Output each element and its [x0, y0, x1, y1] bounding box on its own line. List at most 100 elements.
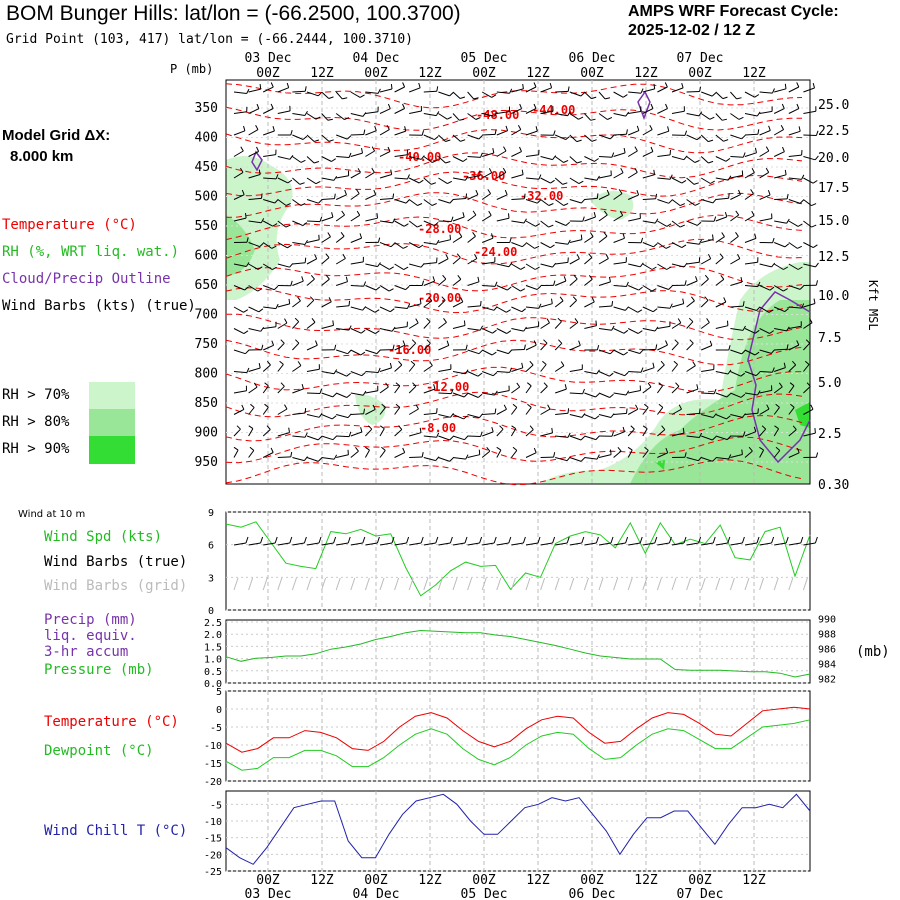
isotherm-label: -48.00 — [476, 108, 519, 122]
wind-barb-feather — [333, 454, 338, 460]
wind-barb — [554, 177, 563, 185]
wind-barb-feather — [694, 202, 700, 206]
grid-wind-barb — [656, 577, 662, 591]
pressure-tick-label: 400 — [195, 131, 218, 146]
wind-barb — [613, 450, 622, 458]
wind-barb-feather — [636, 190, 640, 196]
wind-barb — [511, 349, 525, 351]
wind-barb-feather — [523, 193, 526, 199]
wind-barb — [554, 156, 564, 163]
surface-wind-barb-feather — [406, 536, 410, 544]
wind-barb-feather — [653, 83, 656, 89]
wind-barb-feather — [742, 431, 746, 437]
wind-barb-feather — [301, 276, 304, 282]
surface-wind-barb — [452, 542, 466, 546]
wind-barb-feather — [395, 382, 401, 387]
wind-barb-feather — [797, 266, 803, 270]
wind-barb-feather — [376, 213, 378, 219]
wind-barb — [511, 129, 522, 136]
wind-barb-feather — [512, 403, 518, 408]
wind-barb — [628, 349, 640, 354]
wind-barb-feather — [328, 96, 334, 99]
wind-barb-feather — [552, 155, 557, 160]
wind-barb — [306, 457, 319, 462]
wind-barb-feather — [596, 175, 600, 181]
grid-wind-barb — [364, 577, 370, 591]
wind-barb-feather — [757, 390, 761, 396]
wind-barb — [555, 435, 569, 438]
wind-barb — [627, 428, 635, 437]
wind-barb-feather — [443, 318, 447, 323]
wind-barb-feather — [580, 436, 585, 441]
bottom-time-tick-label: 00Z — [580, 873, 604, 888]
wind-barb — [569, 134, 578, 142]
wind-barb — [408, 342, 417, 351]
wind-barb — [803, 156, 816, 161]
wind-barb — [481, 91, 492, 98]
wind-barb — [350, 152, 363, 157]
wind-barb — [292, 342, 300, 351]
surface-wind-barb — [292, 542, 305, 546]
wind-barb-feather — [508, 349, 513, 354]
wind-barb-feather — [591, 297, 595, 303]
wind-barb — [715, 197, 729, 200]
wind-barb — [408, 364, 416, 372]
wind-barb — [350, 328, 362, 334]
wind-barb-feather — [526, 382, 532, 387]
isotherm-line — [225, 83, 803, 109]
wind-barb-feather — [499, 425, 504, 430]
wind-barb — [511, 285, 521, 292]
wind-barb — [306, 134, 315, 142]
wind-barb-feather — [362, 390, 367, 396]
wind-barb — [613, 91, 624, 98]
temp-tick-label: -15 — [204, 759, 222, 770]
wind-barb-feather — [266, 425, 271, 430]
wind-barb — [511, 242, 523, 248]
windchill-tick-label: -15 — [204, 834, 222, 845]
surface-wind-barb-feather — [741, 536, 745, 544]
wind-barb-feather — [502, 167, 507, 173]
bottom-time-tick-label: 00Z — [472, 873, 496, 888]
bottom-day-label: 04 Dec — [353, 887, 400, 900]
wind-barb-feather — [241, 404, 245, 410]
wind-barb-feather — [815, 452, 819, 458]
wind-barb-feather — [522, 83, 524, 89]
wind-barb — [394, 199, 407, 204]
wind-barb — [248, 129, 259, 136]
surface-wind-barb — [306, 542, 320, 546]
wind-barb — [496, 390, 510, 394]
wind-barb — [408, 199, 418, 206]
wind-barb-feather — [603, 232, 608, 237]
wind-barb-feather — [654, 326, 659, 332]
wind-barb — [525, 452, 537, 458]
wind-barb-feather — [755, 371, 761, 376]
wind-barb-feather — [436, 432, 440, 438]
wind-barb — [379, 263, 390, 270]
wind-barb — [555, 220, 566, 226]
wind-barb-feather — [706, 318, 710, 323]
wind-barb-feather — [465, 454, 469, 460]
wind-barb — [759, 449, 765, 458]
wind-barb — [336, 281, 348, 286]
wind-barb — [452, 301, 464, 308]
wind-barb-feather — [480, 300, 482, 306]
wind-barb-feather — [405, 285, 410, 290]
wind-barb-feather — [551, 427, 553, 433]
wind-barb-feather — [796, 340, 800, 346]
wind-barb — [715, 278, 725, 286]
wind-barb — [379, 198, 393, 200]
wind-barb-feather — [381, 403, 386, 408]
wind-barb-feather — [647, 382, 652, 388]
wind-barb — [525, 326, 539, 329]
wind-barb — [598, 258, 609, 265]
wind-barb — [452, 91, 461, 99]
wind-barbs-true-label: Wind Barbs (true) — [44, 554, 188, 570]
wind-barb — [423, 435, 437, 438]
top-time-tick-label: 00Z — [364, 66, 388, 81]
wind-barb-feather — [313, 139, 320, 142]
wind-barb — [467, 435, 481, 437]
wind-barb — [715, 113, 723, 121]
wind-barb — [350, 349, 361, 356]
wind-barb — [423, 242, 437, 245]
wind-barb-feather — [257, 288, 263, 292]
